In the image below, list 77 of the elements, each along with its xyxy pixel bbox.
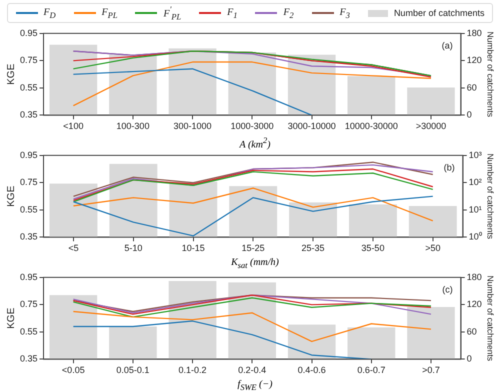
y-axis-title: KGE — [6, 63, 17, 85]
y-tick-label: 0.35 — [20, 354, 38, 364]
y2-axis-title: Number of catchments — [486, 154, 496, 240]
y-tick-label: 0.35 — [20, 232, 38, 242]
y-tick-label: 0.95 — [20, 272, 38, 282]
y-axis-title: KGE — [6, 307, 17, 329]
x-tick-label: 10-15 — [182, 243, 205, 254]
x-tick-label: 0.6-0.7 — [357, 365, 386, 376]
y2-tick-label: 10² — [468, 177, 482, 188]
y2-tick-label: 0 — [466, 354, 472, 364]
x-tick-label: 100-300 — [116, 121, 150, 132]
x-axis-title: f$_{SWE}$ (−) — [236, 378, 274, 392]
annotation: (a) — [442, 40, 453, 50]
x-axis-title: K$_{sat}$ (mm/h) — [230, 256, 280, 270]
y-tick-label: 0.95 — [20, 28, 38, 38]
legend-label: F$_{PL}$ — [102, 6, 118, 20]
x-tick-label: 1000-3000 — [230, 121, 274, 132]
x-tick-label: <100 — [63, 121, 84, 132]
x-tick-label: 0.4-0.6 — [298, 365, 326, 376]
y-tick-label: 0.55 — [20, 82, 38, 92]
y2-tick-label: 120 — [466, 299, 482, 310]
y2-tick-label: 180 — [466, 272, 482, 282]
bar — [109, 326, 157, 359]
legend-label: F$_{1}$ — [227, 6, 238, 20]
bar — [348, 76, 396, 115]
y-axis-title: KGE — [6, 185, 17, 207]
annotation: (c) — [442, 284, 453, 294]
y2-tick-label: 180 — [466, 28, 482, 38]
x-tick-label: 3000-10000 — [288, 121, 336, 132]
y2-tick-label: 0 — [466, 110, 472, 120]
bar — [49, 295, 98, 359]
x-tick-label: >50 — [425, 243, 440, 254]
x-tick-label: 0.05-0.1 — [116, 365, 150, 376]
x-tick-label: <0.05 — [62, 365, 85, 376]
bar — [228, 52, 276, 115]
bar — [407, 87, 455, 115]
bar — [288, 54, 336, 115]
x-tick-label: <5 — [68, 243, 79, 254]
y-tick-label: 0.95 — [20, 150, 38, 160]
bar — [348, 327, 396, 359]
bar — [228, 282, 276, 359]
y-tick-label: 0.55 — [20, 204, 38, 214]
y-tick-label: 0.75 — [20, 177, 38, 188]
y-tick-label: 0.75 — [20, 55, 38, 66]
y2-tick-label: 120 — [466, 55, 482, 66]
bar — [407, 306, 455, 359]
legend-label: F$_{D}$ — [44, 6, 56, 20]
x-tick-label: 300-1000 — [174, 121, 212, 132]
y-tick-label: 0.55 — [20, 326, 38, 336]
y2-tick-label: 10¹ — [468, 204, 482, 214]
y2-axis-title: Number of catchments — [486, 276, 496, 362]
y2-axis-title: Number of catchments — [486, 32, 496, 118]
x-tick-label: >0.7 — [422, 365, 440, 376]
y2-tick-label: 10⁰ — [468, 232, 482, 242]
y-tick-label: 0.35 — [20, 110, 38, 120]
legend-label: Number of catchments — [394, 8, 484, 18]
annotation: (b) — [444, 162, 455, 172]
bar — [168, 281, 216, 359]
x-tick-label: 0.2-0.4 — [238, 365, 266, 376]
x-tick-label: 35-50 — [361, 243, 384, 254]
x-tick-label: 5-10 — [124, 243, 142, 254]
bar — [168, 48, 216, 115]
legend-label: F$_{3}$ — [340, 6, 350, 20]
x-tick-label: 25-35 — [302, 243, 325, 254]
x-tick-label: 0.1-0.2 — [178, 365, 207, 376]
y-tick-label: 0.75 — [20, 299, 38, 310]
bar — [288, 324, 336, 359]
x-tick-label: >30000 — [416, 121, 446, 132]
x-tick-label: 15-25 — [242, 243, 265, 254]
bar — [49, 44, 98, 115]
y2-tick-label: 60 — [466, 326, 477, 336]
x-axis-title: A (km$^{2}$) — [238, 135, 272, 150]
x-tick-label: 10000-30000 — [344, 121, 398, 132]
legend-label: F$_{2}$ — [283, 6, 294, 20]
y2-tick-label: 10³ — [468, 150, 482, 160]
y2-tick-label: 60 — [466, 82, 477, 92]
bar — [109, 54, 157, 115]
